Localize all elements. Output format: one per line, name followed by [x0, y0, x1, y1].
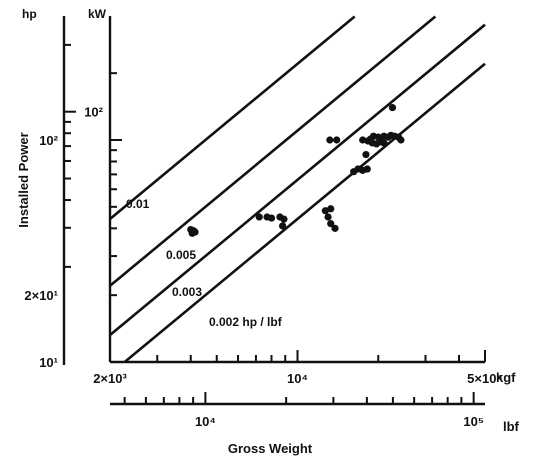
- y-tick-label-hp: 10¹: [39, 355, 58, 370]
- data-point: [191, 228, 199, 236]
- y-unit-right: kW: [88, 7, 107, 21]
- data-point: [331, 224, 339, 232]
- ratio-line-2: [109, 23, 486, 337]
- y-tick-label-kw: 10²: [84, 105, 103, 120]
- ratio-line-1: [109, 15, 437, 287]
- data-point: [366, 135, 375, 143]
- data-point: [333, 136, 341, 144]
- data-point: [255, 213, 263, 221]
- data-point: [362, 150, 370, 159]
- ratio-line-3: [124, 62, 486, 363]
- data-point: [327, 205, 335, 213]
- data-point: [380, 139, 388, 147]
- y-unit-left: hp: [22, 7, 37, 21]
- ratio-line-0: [109, 15, 356, 220]
- data-points: [187, 103, 405, 237]
- x-tick-label-kgf: 10⁴: [287, 371, 308, 386]
- data-point: [324, 213, 332, 221]
- data-point: [326, 136, 334, 144]
- ratio-label-3: 0.002 hp / lbf: [209, 315, 283, 329]
- ratio-label-1: 0.005: [166, 248, 196, 262]
- data-point: [327, 220, 335, 228]
- data-point: [280, 215, 288, 223]
- ratio-label-2: 0.003: [172, 285, 202, 299]
- reference-lines: 0.01 0.005 0.003 0.002 hp / lbf: [109, 15, 486, 363]
- x-tick-label-kgf: 5×10⁴: [467, 371, 503, 386]
- x-axis-title: Gross Weight: [228, 441, 313, 456]
- plot-axes: 2×10³ 10⁴ 5×10⁴ 10⁴ 10⁵ 10¹ 2×10¹ 10² 10²: [24, 16, 503, 429]
- ratio-label-0: 0.01: [126, 197, 150, 211]
- x-unit-secondary: lbf: [503, 419, 520, 434]
- x-unit-primary: kgf: [496, 370, 516, 385]
- y-axis-title: Installed Power: [16, 132, 31, 227]
- x-tick-label-kgf: 2×10³: [93, 371, 127, 386]
- y-tick-label-hp: 10²: [39, 133, 58, 148]
- data-point: [279, 222, 287, 230]
- x-tick-label-lbf: 10⁵: [463, 414, 484, 429]
- x-tick-label-lbf: 10⁴: [195, 414, 216, 429]
- y-tick-label-hp: 2×10¹: [24, 288, 58, 303]
- data-point: [388, 103, 397, 112]
- data-point: [397, 136, 405, 144]
- data-point: [267, 214, 276, 222]
- data-point: [363, 165, 371, 173]
